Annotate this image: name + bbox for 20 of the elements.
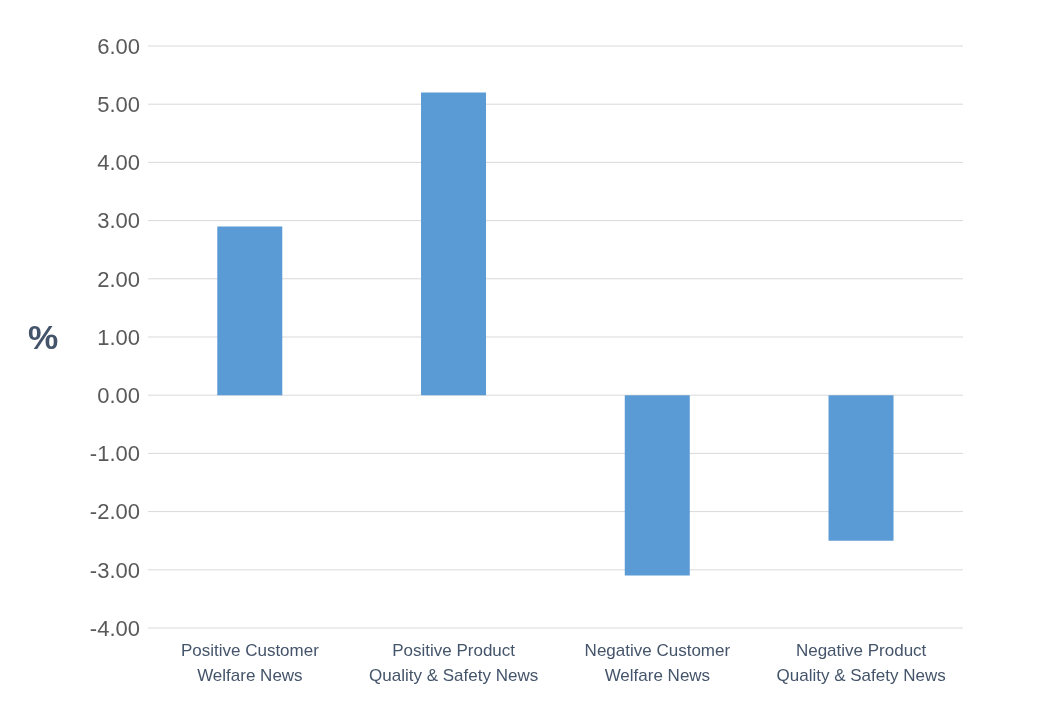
y-tick-label: 2.00 bbox=[97, 266, 140, 292]
bar bbox=[624, 395, 690, 576]
y-tick-label: 6.00 bbox=[97, 33, 140, 59]
y-tick-label: 5.00 bbox=[97, 92, 140, 118]
x-tick-label: Positive Customer Welfare News bbox=[180, 641, 320, 685]
y-tick-label: 0.00 bbox=[97, 383, 140, 409]
bar bbox=[421, 92, 487, 396]
y-tick-label: -3.00 bbox=[89, 557, 140, 583]
y-tick-label: -4.00 bbox=[89, 615, 140, 641]
y-axis-title: % bbox=[28, 318, 59, 357]
x-tick-label: Negative Customer Welfare News bbox=[584, 641, 731, 685]
x-tick-label: Positive Product Quality & Safety News bbox=[369, 641, 539, 685]
y-tick-label: 4.00 bbox=[97, 150, 140, 176]
bar bbox=[217, 226, 283, 396]
y-tick-label: 1.00 bbox=[97, 324, 140, 350]
x-tick-label: Negative Product Quality & Safety News bbox=[776, 641, 946, 685]
y-tick-label: -2.00 bbox=[89, 499, 140, 525]
y-tick-label: -1.00 bbox=[89, 441, 140, 467]
bar bbox=[828, 395, 894, 541]
y-tick-label: 3.00 bbox=[97, 208, 140, 234]
